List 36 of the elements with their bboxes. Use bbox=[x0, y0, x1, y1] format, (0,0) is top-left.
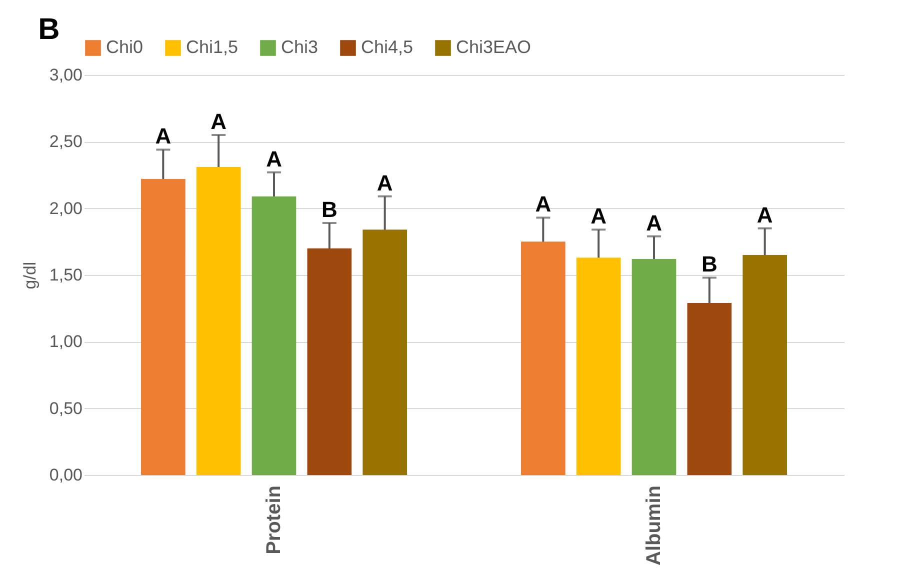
data-label: A bbox=[590, 204, 607, 229]
data-label: A bbox=[210, 109, 227, 134]
x-tick-label: Protein bbox=[263, 486, 285, 554]
data-label: B bbox=[701, 252, 718, 277]
bar bbox=[252, 196, 296, 475]
data-label: A bbox=[756, 202, 773, 228]
bar bbox=[307, 248, 352, 475]
legend-label: Chi3 bbox=[281, 37, 318, 57]
legend-label: Chi4,5 bbox=[361, 37, 414, 57]
legend-label: Chi0 bbox=[106, 37, 144, 57]
text: B bbox=[38, 13, 60, 46]
data-label: A bbox=[376, 170, 393, 196]
bar bbox=[742, 255, 787, 475]
data-label: A bbox=[266, 146, 282, 172]
bar bbox=[632, 259, 676, 475]
y-axis-title: g/dl bbox=[20, 262, 40, 290]
data-label: A bbox=[155, 124, 172, 149]
data-label: A bbox=[535, 192, 552, 217]
legend-label: Chi3EAO bbox=[456, 37, 532, 57]
data-label: A bbox=[646, 210, 662, 236]
y-tick-label: 2,50 bbox=[49, 132, 82, 152]
bar bbox=[196, 167, 241, 475]
legend-label: Chi1,5 bbox=[186, 37, 238, 57]
y-tick-label: 0,50 bbox=[49, 398, 82, 418]
y-tick-label: 1,50 bbox=[49, 266, 82, 284]
bar bbox=[362, 230, 407, 475]
y-tick-label: 3,00 bbox=[49, 66, 82, 84]
y-tick-label: 0,00 bbox=[49, 466, 82, 484]
y-tick-label: 2,00 bbox=[49, 198, 82, 218]
data-label: B bbox=[321, 197, 338, 222]
x-tick-label: Albumin bbox=[643, 486, 665, 566]
y-tick-label: 1,00 bbox=[49, 332, 82, 352]
bar bbox=[687, 303, 732, 475]
bar bbox=[576, 258, 621, 475]
bar bbox=[521, 242, 566, 475]
bar bbox=[141, 179, 186, 475]
